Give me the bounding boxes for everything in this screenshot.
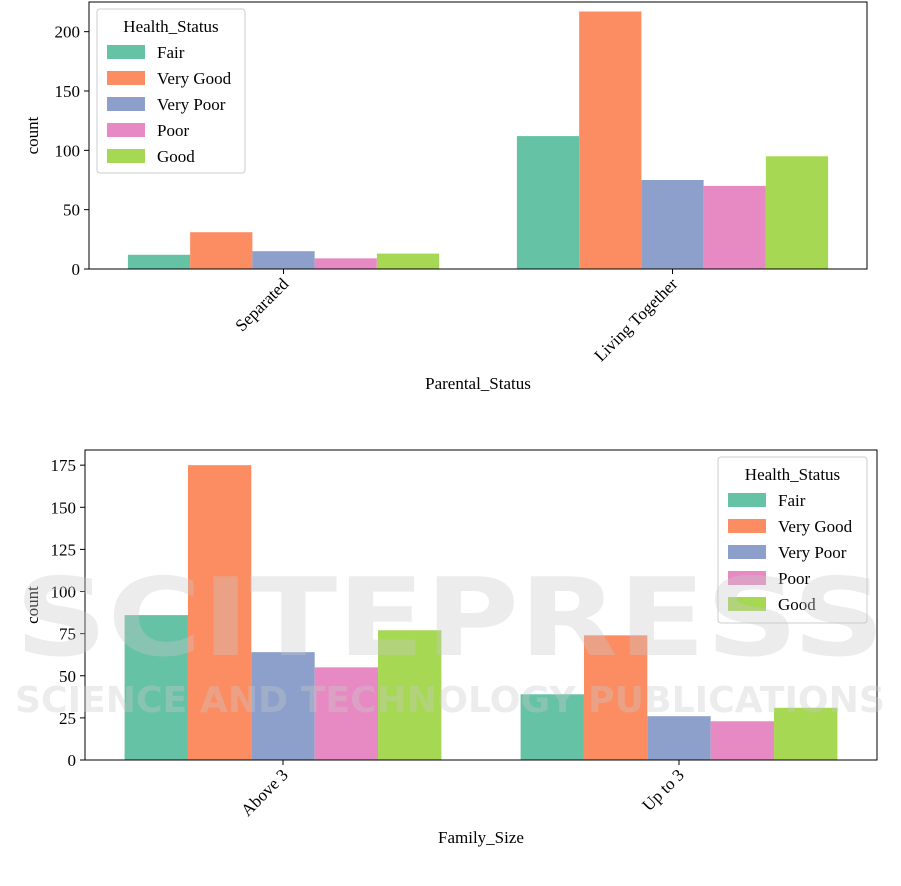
y-tick-label: 200 [55, 23, 81, 42]
legend-label: Very Poor [778, 543, 847, 562]
watermark: SCITEPRESS SCIENCE AND TECHNOLOGY PUBLIC… [15, 556, 885, 721]
bar-up-to-3-poor [710, 721, 775, 760]
bar-above-3-good [378, 630, 442, 760]
watermark-line-1: SCITEPRESS [15, 556, 885, 681]
y-tick-label: 150 [55, 82, 81, 101]
legend-title: Health_Status [745, 465, 840, 484]
bar-living-together-fair [516, 136, 580, 269]
y-tick-label: 50 [63, 201, 80, 220]
bar-living-together-very-good [579, 11, 642, 270]
x-axis: Separated Living Together [231, 269, 682, 365]
x-tick-label: Living Together [590, 274, 681, 365]
bar-separated-very-good [190, 232, 253, 269]
y-tick-label: 0 [68, 751, 77, 770]
legend-swatch [107, 123, 145, 137]
bar-above-3-very-poor [251, 652, 315, 760]
legend-label: Good [157, 147, 195, 166]
bar-above-3-fair [124, 615, 188, 760]
legend: Health_Status Fair Very Good Very Poor Poor G… [96, 8, 246, 174]
y-tick-label: 50 [59, 667, 76, 686]
y-axis: 0 50 100 150 200 [55, 23, 89, 279]
legend-label: Fair [778, 491, 806, 510]
x-tick-label: Separated [231, 274, 292, 335]
x-axis: Above 3 Up to 3 [237, 760, 688, 820]
bar-living-together-very-poor [641, 180, 704, 269]
bars [127, 11, 829, 270]
y-axis-label: count [23, 116, 42, 154]
y-tick-label: 75 [59, 625, 76, 644]
bar-living-together-poor [703, 185, 766, 269]
legend-swatch [107, 71, 145, 85]
legend-label: Poor [157, 121, 189, 140]
bar-separated-poor [314, 258, 377, 269]
legend-title: Health_Status [123, 17, 218, 36]
legend-swatch [728, 493, 766, 507]
y-tick-label: 175 [51, 456, 77, 475]
plot-frame [84, 449, 878, 761]
chart-1: 0 50 100 150 200 count Separated Living Togethe… [23, 1, 868, 393]
legend-label: Fair [157, 43, 185, 62]
y-tick-label: 100 [55, 141, 81, 160]
legend: Health_Status Fair Very Good Very Poor Poor G… [717, 456, 868, 624]
bar-living-together-good [765, 156, 829, 269]
legend-label: Very Good [157, 69, 232, 88]
bar-above-3-very-good [187, 465, 252, 760]
legend-swatch [728, 545, 766, 559]
x-tick-label: Up to 3 [638, 765, 687, 814]
x-axis-label: Family_Size [438, 828, 524, 847]
legend-swatch [728, 519, 766, 533]
legend-label: Very Poor [157, 95, 226, 114]
bar-up-to-3-very-poor [647, 716, 711, 760]
legend-swatch [728, 597, 766, 611]
x-axis-label: Parental_Status [425, 374, 531, 393]
plot-frame [88, 1, 868, 270]
y-tick-label: 100 [51, 583, 77, 602]
legend-label: Very Good [778, 517, 853, 536]
bar-separated-good [376, 253, 440, 269]
legend-swatch [107, 45, 145, 59]
bar-separated-very-poor [252, 251, 315, 269]
watermark-line-2: SCIENCE AND TECHNOLOGY PUBLICATIONS [15, 680, 885, 721]
legend-swatch [728, 571, 766, 585]
legend-swatch [107, 149, 145, 163]
bars [124, 465, 838, 760]
bar-up-to-3-very-good [583, 635, 648, 760]
y-tick-label: 150 [51, 498, 77, 517]
y-axis: 0 25 50 75 100 125 150 175 [51, 456, 85, 770]
legend-label: Good [778, 595, 816, 614]
bar-above-3-poor [314, 667, 379, 760]
legend-swatch [107, 97, 145, 111]
chart-2: 0 25 50 75 100 125 150 175 count Above 3 Up to 3 Fa… [23, 449, 878, 847]
x-tick-label: Above 3 [237, 765, 292, 820]
y-axis-label: count [23, 586, 42, 624]
y-tick-label: 125 [51, 540, 77, 559]
legend-label: Poor [778, 569, 810, 588]
y-tick-label: 25 [59, 709, 76, 728]
y-tick-label: 0 [72, 260, 81, 279]
bar-up-to-3-fair [520, 694, 584, 760]
bar-up-to-3-good [774, 707, 838, 760]
bar-separated-fair [127, 254, 191, 269]
